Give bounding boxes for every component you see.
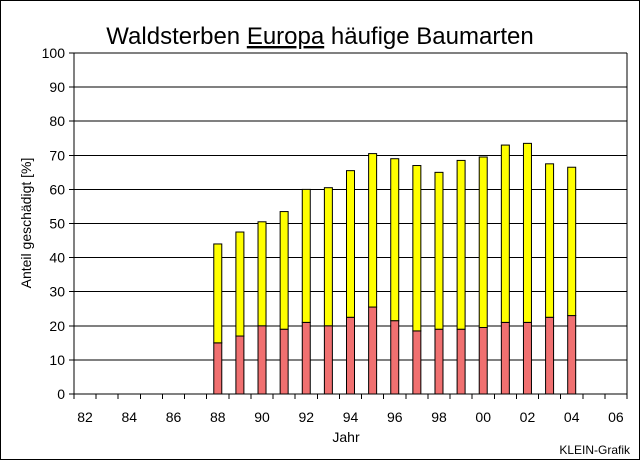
y-tick-label: 50 <box>49 216 65 232</box>
bar-segment-upper <box>567 166 577 317</box>
bar-segment-lower <box>368 306 378 395</box>
bar-segment-upper <box>456 159 466 330</box>
bar-segment-lower <box>301 321 311 395</box>
bar-segment-lower <box>213 342 223 395</box>
bar-segment-lower <box>434 328 444 395</box>
bar-segment-upper <box>412 165 422 332</box>
bar-segment-upper <box>279 211 289 330</box>
credit-label: KLEIN-Grafik <box>559 443 631 457</box>
bar-segment-lower <box>257 325 267 395</box>
bar-segment-upper <box>346 170 355 318</box>
y-axis-title: Anteil geschädigt [%] <box>18 158 34 289</box>
bar-segment-lower <box>545 316 555 395</box>
bar-segment-upper <box>257 221 267 327</box>
chart-title: Waldsterben Europa häufige Baumarten <box>106 23 533 50</box>
title-suffix: häufige Baumarten <box>324 23 533 50</box>
bar-segment-lower <box>346 316 355 395</box>
x-tick-label: 82 <box>77 409 93 425</box>
bar-segment-lower <box>390 320 400 395</box>
y-tick-label: 30 <box>49 284 65 300</box>
y-tick-label: 90 <box>49 79 65 95</box>
bar-segment-upper <box>323 187 333 327</box>
x-tick-label: 92 <box>298 409 314 425</box>
x-tick-label: 86 <box>166 409 182 425</box>
bar-segment-lower <box>279 328 289 395</box>
x-tick-label: 94 <box>343 409 359 425</box>
bar-segment-lower <box>323 325 333 395</box>
y-tick-label: 10 <box>49 352 65 368</box>
bar-segment-lower <box>478 327 488 395</box>
x-tick-label: 90 <box>254 409 270 425</box>
x-axis-title: Jahr <box>332 429 360 445</box>
bar-segment-upper <box>434 171 444 330</box>
bar-segment-upper <box>500 144 510 323</box>
bar-segment-lower <box>456 328 466 395</box>
bar-segment-upper <box>368 153 378 308</box>
y-tick-label: 70 <box>49 147 65 163</box>
bar-segment-upper <box>522 142 532 323</box>
bar-segment-upper <box>478 156 488 329</box>
y-tick-label: 0 <box>57 386 65 402</box>
bar-segment-upper <box>235 231 245 337</box>
x-tick-label: 98 <box>431 409 447 425</box>
title-prefix: Waldsterben <box>106 23 247 50</box>
y-tick-label: 100 <box>42 45 66 61</box>
bar-segment-lower <box>500 321 510 395</box>
y-tick-label: 80 <box>49 113 65 129</box>
bar-segment-upper <box>301 188 311 323</box>
x-tick-label: 84 <box>122 409 138 425</box>
x-tick-label: 00 <box>475 409 491 425</box>
bar-segment-upper <box>213 243 223 344</box>
x-tick-label: 02 <box>520 409 536 425</box>
bar-segment-lower <box>235 335 245 395</box>
x-tick-label: 06 <box>608 409 624 425</box>
y-tick-label: 40 <box>49 250 65 266</box>
plot-area: 0 10 20 30 40 50 60 70 80 90 100 82 84 86 88 90 92 94 96 98… <box>42 45 628 425</box>
x-tick-label: 88 <box>210 409 226 425</box>
x-tick-label: 96 <box>387 409 403 425</box>
y-tick-label: 60 <box>49 181 65 197</box>
bar-segment-upper <box>545 163 555 318</box>
y-tick-label: 20 <box>49 318 65 334</box>
bar-segment-lower <box>522 321 532 395</box>
title-underlined: Europa <box>247 23 325 50</box>
x-tick-label: 04 <box>564 409 580 425</box>
bar-segment-upper <box>390 158 400 322</box>
bar-segment-lower <box>567 315 577 395</box>
bar-segment-lower <box>412 330 422 395</box>
